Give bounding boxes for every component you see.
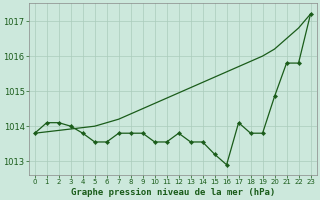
X-axis label: Graphe pression niveau de la mer (hPa): Graphe pression niveau de la mer (hPa) [70,188,275,197]
